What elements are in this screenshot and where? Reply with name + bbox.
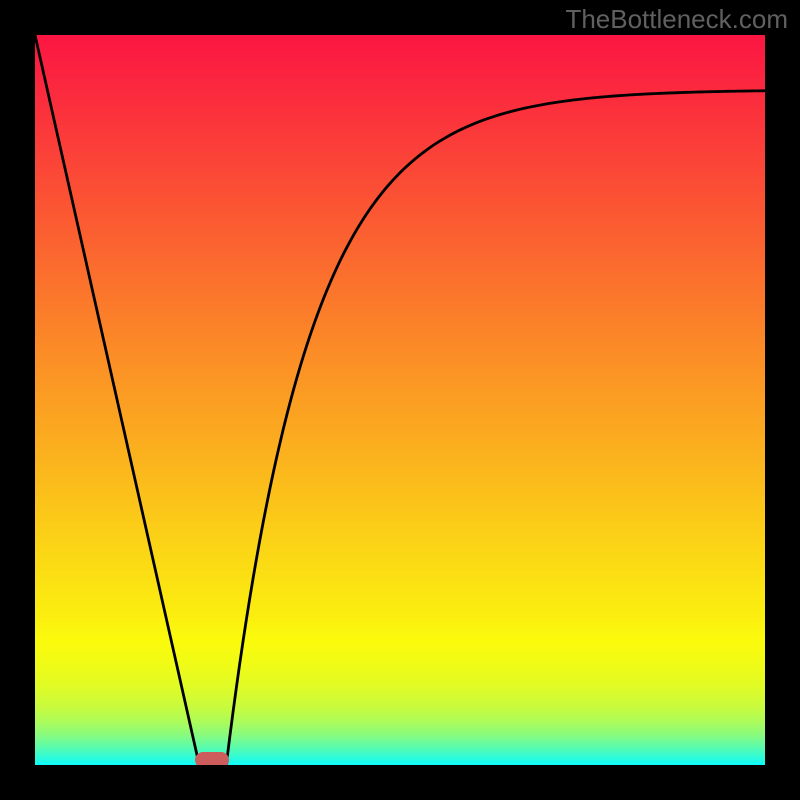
frame-right [765, 0, 800, 800]
watermark-text: TheBottleneck.com [565, 4, 788, 35]
plot-area [35, 35, 765, 765]
frame-left [0, 0, 35, 800]
bottleneck-curve [35, 35, 765, 765]
frame-bottom [0, 765, 800, 800]
chart-container: TheBottleneck.com [0, 0, 800, 800]
